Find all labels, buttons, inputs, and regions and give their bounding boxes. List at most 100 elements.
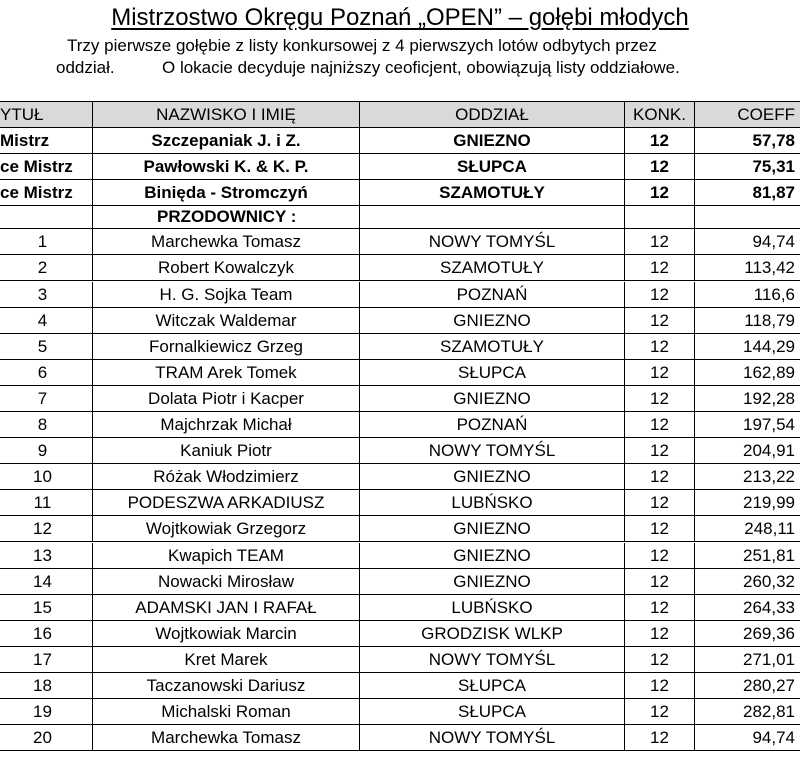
table-cell bbox=[360, 206, 625, 230]
table-cell: Dolata Piotr i Kacper bbox=[93, 385, 360, 412]
table-cell: 12 bbox=[625, 438, 695, 465]
table-cell: 15 bbox=[0, 594, 93, 621]
table-cell: ce Mistrz bbox=[0, 154, 93, 181]
table-cell: Marchewka Tomasz bbox=[93, 725, 360, 752]
table-cell: Szczepaniak J. i Z. bbox=[93, 128, 360, 155]
table-cell: TRAM Arek Tomek bbox=[93, 359, 360, 386]
table-cell: Majchrzak Michał bbox=[93, 412, 360, 439]
table-cell: Różak Włodzimierz bbox=[93, 464, 360, 491]
table-cell: SŁUPCA bbox=[360, 673, 625, 700]
table-cell: Fornalkiewicz Grzeg bbox=[93, 333, 360, 360]
table-cell: 12 bbox=[625, 154, 695, 181]
table-cell: 12 bbox=[625, 180, 695, 207]
table-cell: SŁUPCA bbox=[360, 699, 625, 726]
table-cell: 3 bbox=[0, 281, 93, 308]
table-cell: NOWY TOMYŚL bbox=[360, 438, 625, 465]
table-cell: 7 bbox=[0, 385, 93, 412]
table-cell: 271,01 bbox=[695, 647, 800, 673]
table-cell: Mistrz bbox=[0, 128, 93, 155]
table-cell: POZNAŃ bbox=[360, 412, 625, 439]
table-cell: 204,91 bbox=[695, 438, 800, 465]
table-cell: GRODZISK WLKP bbox=[360, 620, 625, 647]
table-cell: GNIEZNO bbox=[360, 464, 625, 491]
table-cell: Witczak Waldemar bbox=[93, 307, 360, 334]
table-cell: 19 bbox=[0, 699, 93, 726]
table-cell: 113,42 bbox=[695, 255, 800, 282]
table-cell: 2 bbox=[0, 255, 93, 282]
table-cell: 12 bbox=[625, 281, 695, 308]
column-header: COEFF bbox=[695, 101, 800, 128]
table-cell: 12 bbox=[625, 229, 695, 256]
table-cell: 12 bbox=[625, 725, 695, 752]
table-cell: 219,99 bbox=[695, 490, 800, 517]
table-cell: SŁUPCA bbox=[360, 154, 625, 181]
table-cell: 81,87 bbox=[695, 180, 800, 207]
subtitle: O lokacie decyduje najniższy ceoficjent,… bbox=[162, 58, 680, 77]
table-cell: H. G. Sojka Team bbox=[93, 281, 360, 308]
table-cell: NOWY TOMYŚL bbox=[360, 646, 625, 673]
table-cell: 282,81 bbox=[695, 699, 800, 726]
table-cell: 260,32 bbox=[695, 569, 800, 595]
table-cell: Pawłowski K. & K. P. bbox=[93, 154, 360, 181]
table-cell: 12 bbox=[0, 516, 93, 543]
table-cell: 12 bbox=[625, 516, 695, 543]
table-cell: 12 bbox=[625, 490, 695, 517]
table-cell: 11 bbox=[0, 490, 93, 517]
table-cell: Kaniuk Piotr bbox=[93, 438, 360, 465]
table-cell: 6 bbox=[0, 359, 93, 386]
table-cell: 75,31 bbox=[695, 154, 800, 181]
table-cell: Taczanowski Dariusz bbox=[93, 673, 360, 700]
table-cell: GNIEZNO bbox=[360, 385, 625, 412]
table-cell: 251,81 bbox=[695, 543, 800, 569]
table-cell: SZAMOTUŁY bbox=[360, 255, 625, 282]
table-cell: 12 bbox=[625, 333, 695, 360]
table-cell: Kret Marek bbox=[93, 646, 360, 673]
table-cell bbox=[0, 206, 93, 230]
column-header: YTUŁ bbox=[0, 101, 93, 128]
table-cell: 162,89 bbox=[695, 360, 800, 386]
table-cell: 12 bbox=[625, 412, 695, 439]
table-cell: 12 bbox=[625, 385, 695, 412]
title: Mistrzostwo Okręgu Poznań „OPEN” – gołęb… bbox=[0, 4, 800, 32]
table-cell: SZAMOTUŁY bbox=[360, 333, 625, 360]
table-cell: NOWY TOMYŚL bbox=[360, 229, 625, 256]
table-cell: 213,22 bbox=[695, 464, 800, 491]
table-cell: 12 bbox=[625, 128, 695, 155]
table-cell: Kwapich TEAM bbox=[93, 542, 360, 569]
table-cell: ADAMSKI JAN I RAFAŁ bbox=[93, 594, 360, 621]
table-cell: 13 bbox=[0, 542, 93, 569]
table-cell: 12 bbox=[625, 255, 695, 282]
table-cell: 12 bbox=[625, 673, 695, 700]
table-cell: 57,78 bbox=[695, 128, 800, 155]
table-cell: 197,54 bbox=[695, 412, 800, 439]
table-cell: 20 bbox=[0, 725, 93, 752]
column-header: NAZWISKO I IMIĘ bbox=[93, 101, 360, 128]
table-cell: 12 bbox=[625, 464, 695, 491]
table-cell: 12 bbox=[625, 594, 695, 621]
column-header: KONK. bbox=[625, 101, 695, 128]
table-cell: GNIEZNO bbox=[360, 307, 625, 334]
table-cell: SŁUPCA bbox=[360, 359, 625, 386]
table-cell bbox=[695, 206, 800, 230]
table-cell: 12 bbox=[625, 699, 695, 726]
table-cell: 192,28 bbox=[695, 386, 800, 412]
table-cell: GNIEZNO bbox=[360, 128, 625, 155]
table-cell: 4 bbox=[0, 307, 93, 334]
table-cell: Robert Kowalczyk bbox=[93, 255, 360, 282]
subtitle: Trzy pierwsze gołębie z listy konkursowe… bbox=[67, 36, 657, 55]
table-cell: GNIEZNO bbox=[360, 568, 625, 595]
table-cell: 280,27 bbox=[695, 673, 800, 700]
table-cell: 12 bbox=[625, 542, 695, 569]
table-cell: 94,74 bbox=[695, 229, 800, 256]
table-cell: 118,79 bbox=[695, 308, 800, 334]
table-cell: ce Mistrz bbox=[0, 180, 93, 207]
table-cell bbox=[625, 206, 695, 230]
table-cell: Marchewka Tomasz bbox=[93, 229, 360, 256]
table-cell: GNIEZNO bbox=[360, 542, 625, 569]
table-cell: Michalski Roman bbox=[93, 699, 360, 726]
table-cell: 12 bbox=[625, 307, 695, 334]
table-cell: 16 bbox=[0, 620, 93, 647]
table-cell: 144,29 bbox=[695, 334, 800, 360]
title-text: Mistrzostwo Okręgu Poznań „OPEN” – gołęb… bbox=[111, 4, 689, 31]
table-cell: NOWY TOMYŚL bbox=[360, 725, 625, 752]
